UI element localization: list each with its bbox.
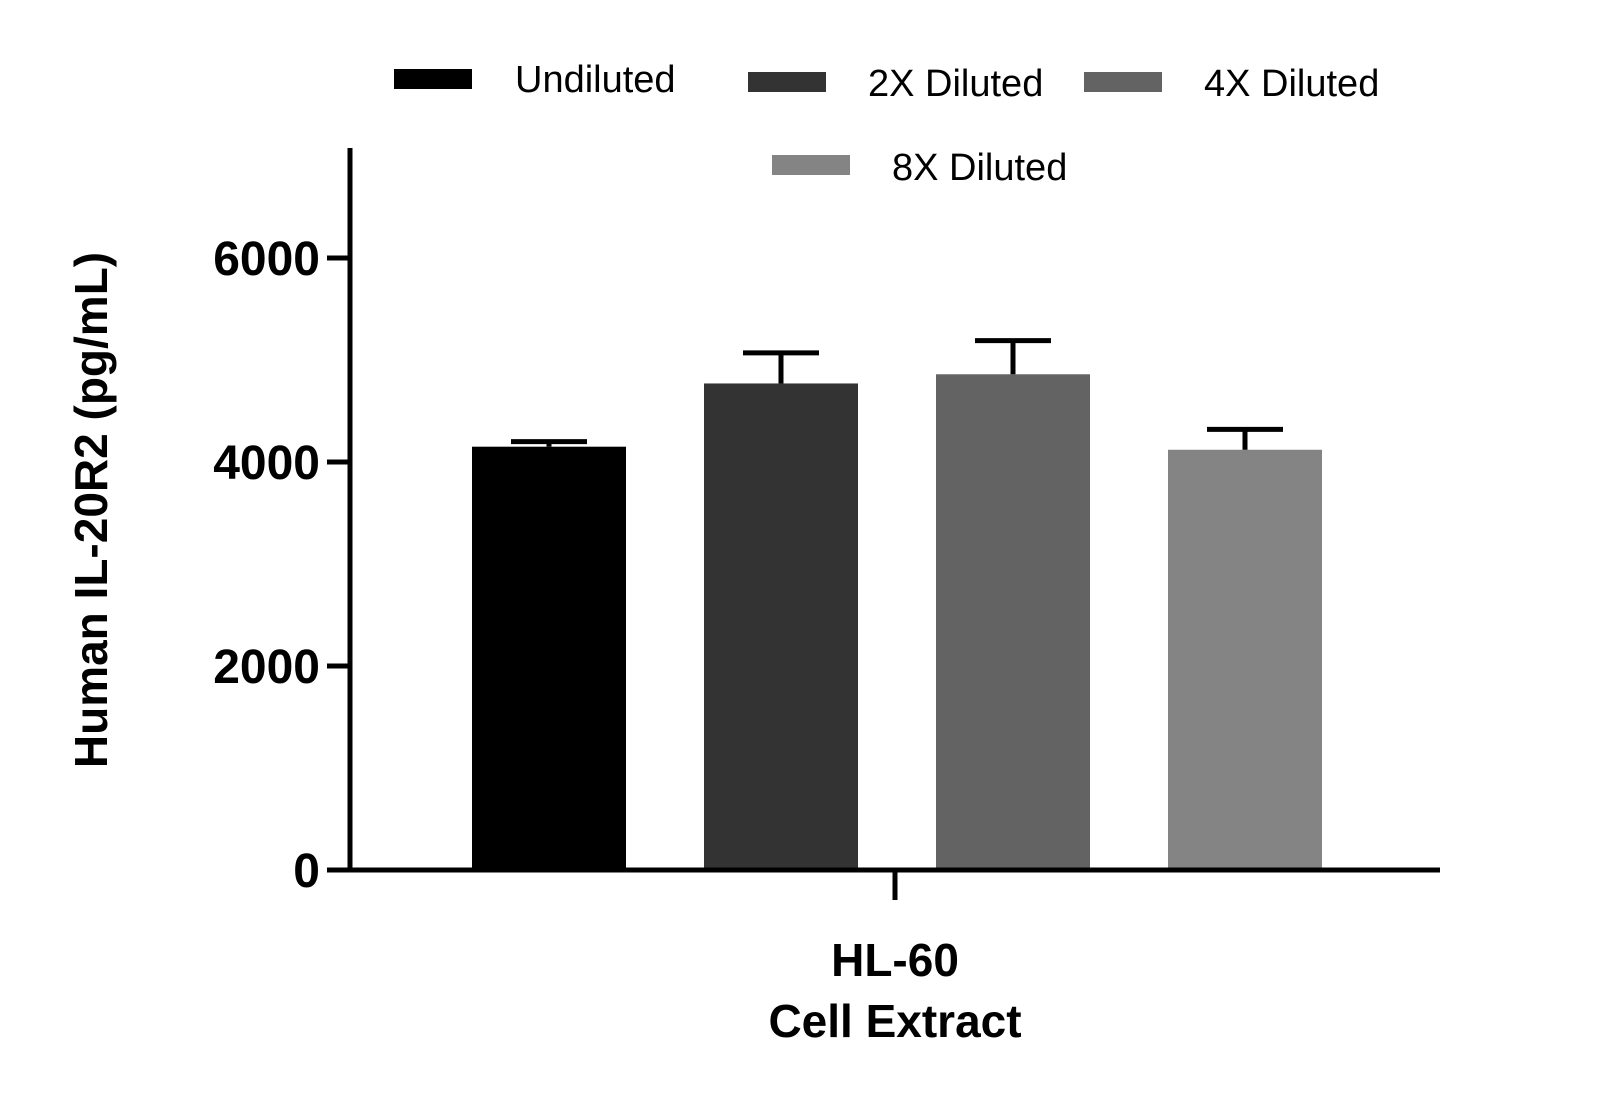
y-tick-label: 6000 <box>213 233 320 286</box>
axes <box>347 148 1440 900</box>
legend-label: Undiluted <box>515 59 676 101</box>
legend-swatch <box>772 155 850 175</box>
bar-undiluted <box>472 446 626 870</box>
y-tick-label: 2000 <box>213 641 320 694</box>
legend-swatch <box>1084 72 1162 92</box>
bar-4x-diluted <box>936 374 1090 870</box>
y-tick-label: 0 <box>293 845 320 898</box>
y-tick-label: 4000 <box>213 437 320 490</box>
category-label-line1: HL-60 <box>831 934 959 986</box>
y-axis-title: Human IL-20R2 (pg/mL) <box>65 252 117 768</box>
error-bars <box>511 338 1283 450</box>
legend: Undiluted 2X Diluted 4X Diluted 8X Diluted <box>394 59 1379 189</box>
y-axis-ticks: 0 2000 4000 6000 <box>213 233 350 898</box>
bars <box>472 374 1322 870</box>
legend-label: 4X Diluted <box>1204 63 1379 105</box>
legend-swatch <box>394 69 472 89</box>
bar-8x-diluted <box>1168 449 1322 870</box>
category-label-line2: Cell Extract <box>768 995 1021 1047</box>
bar-2x-diluted <box>704 383 858 870</box>
legend-swatch <box>748 72 826 92</box>
legend-label: 8X Diluted <box>892 147 1067 189</box>
legend-label: 2X Diluted <box>868 63 1043 105</box>
